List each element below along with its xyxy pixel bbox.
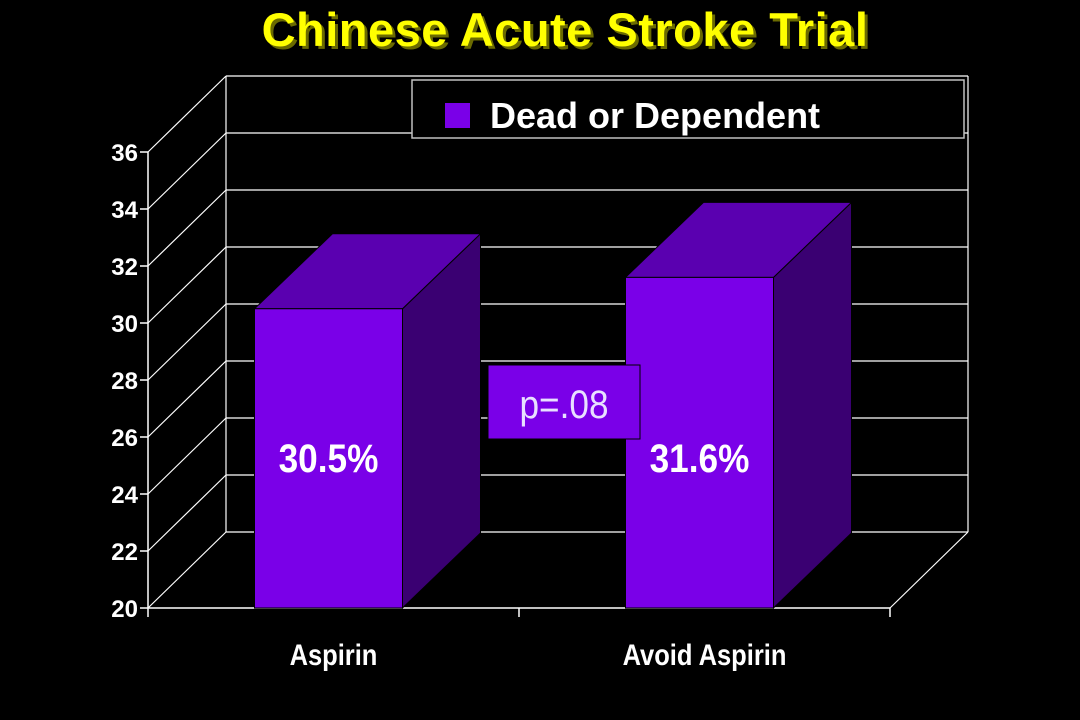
chart-title: Chinese Acute Stroke Trial <box>261 3 869 56</box>
annotation-text: p=.08 <box>519 382 608 427</box>
y-tick-label: 20 <box>111 596 138 623</box>
gridline-diagonal <box>147 189 227 267</box>
y-tick-label: 36 <box>111 140 138 167</box>
gridline-diagonal <box>147 360 227 438</box>
y-tick-label: 30 <box>111 311 138 338</box>
gridline-diagonal <box>147 531 227 609</box>
data-label: 31.6% <box>650 436 750 481</box>
x-tick-label: Aspirin <box>290 638 378 671</box>
y-tick-label: 32 <box>111 254 138 281</box>
bar <box>625 276 774 609</box>
gridline-diagonal <box>147 246 227 324</box>
gridline-diagonal <box>147 474 227 552</box>
gridline-diagonal <box>147 132 227 210</box>
y-tick-label: 26 <box>111 425 138 452</box>
gridline-diagonal <box>147 75 227 153</box>
annotation-box <box>487 364 641 440</box>
y-tick-label: 24 <box>111 482 138 509</box>
y-tick-label: 34 <box>111 197 138 224</box>
y-tick-label: 22 <box>111 539 138 566</box>
legend-label: Dead or Dependent <box>490 95 820 136</box>
y-tick-label: 28 <box>111 368 138 395</box>
legend-box <box>411 79 965 139</box>
gridline-diagonal <box>147 303 227 381</box>
bar-1: 31.6% Avoid Aspirin <box>623 201 853 671</box>
gridline-diagonal <box>147 417 227 495</box>
data-label: 30.5% <box>279 436 379 481</box>
x-tick-label: Avoid Aspirin <box>623 638 787 671</box>
legend-swatch <box>445 103 470 128</box>
floor-right-edge <box>889 531 969 609</box>
bar-0: 30.5% Aspirin <box>253 232 482 671</box>
bar <box>254 308 403 609</box>
